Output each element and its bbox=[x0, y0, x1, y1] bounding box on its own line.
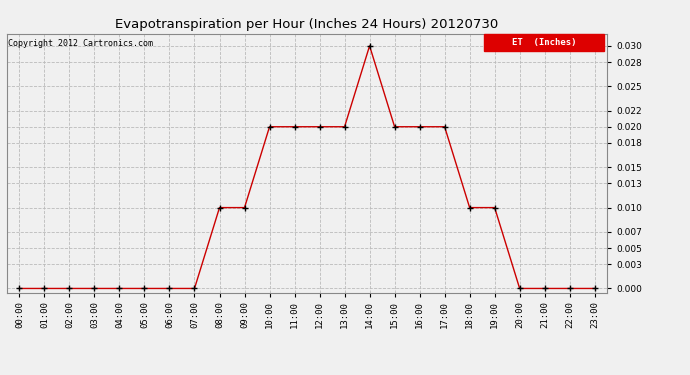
Text: Copyright 2012 Cartronics.com: Copyright 2012 Cartronics.com bbox=[8, 39, 153, 48]
FancyBboxPatch shape bbox=[484, 34, 604, 51]
Title: Evapotranspiration per Hour (Inches 24 Hours) 20120730: Evapotranspiration per Hour (Inches 24 H… bbox=[115, 18, 499, 31]
Text: ET  (Inches): ET (Inches) bbox=[512, 38, 576, 46]
